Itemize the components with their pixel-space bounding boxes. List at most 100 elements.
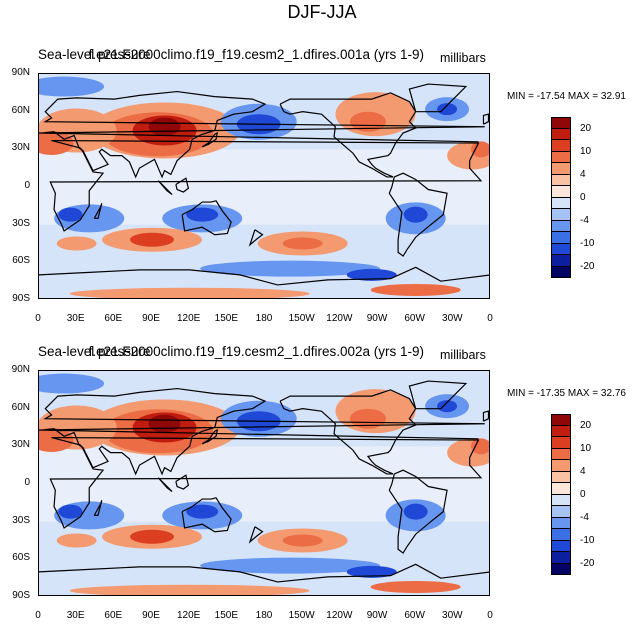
colorbar-swatch (551, 540, 571, 552)
contour-region (282, 237, 323, 250)
colorbar-swatch (551, 232, 571, 244)
case-label: f.e21.F2000climo.f19_f19.cesm2_1.dfires.… (88, 47, 424, 62)
x-tick-label: 0 (487, 313, 493, 324)
x-tick-label: 90E (142, 610, 160, 621)
contour-region (349, 111, 386, 132)
x-tick-label: 180 (255, 313, 273, 324)
contour-region (39, 373, 105, 394)
coastline (93, 500, 103, 516)
colorbar-swatch (551, 266, 571, 278)
y-tick-label: 60N (11, 104, 30, 116)
colorbar-swatch (551, 128, 571, 140)
variable-label: Sea-level pressure (38, 344, 151, 359)
colorbar-swatch (551, 117, 571, 129)
contour-region (349, 408, 386, 429)
contour-region (58, 207, 83, 222)
contour-region (186, 207, 219, 222)
colorbar-swatch (551, 563, 571, 575)
x-tick-label: 30E (66, 610, 85, 621)
units-label: millibars (440, 51, 486, 65)
colorbar-label: -10 (580, 534, 595, 546)
colorbar-swatch (551, 140, 571, 152)
colorbar-swatch (551, 460, 571, 472)
coastline (408, 83, 468, 113)
contour-region (403, 503, 428, 520)
coastline (181, 497, 232, 533)
panel-title: Sea-level pressuref.e21.F2000climo.f19_f… (38, 344, 424, 359)
coastline (388, 469, 448, 554)
x-tick-label: 60W (404, 610, 425, 621)
colorbar-label: -20 (580, 557, 595, 569)
colorbar-label: -4 (580, 511, 589, 523)
colorbar-label: 20 (580, 419, 592, 431)
contour-region (58, 504, 83, 519)
x-tick-label: 90W (366, 313, 388, 324)
coastline (408, 380, 468, 410)
colorbar-swatch (551, 552, 571, 564)
contour-region (69, 584, 310, 595)
colorbar (551, 117, 571, 278)
colorbar-swatch (551, 186, 571, 198)
x-tick-label: 150W (288, 313, 315, 324)
x-tick-label: 90E (142, 313, 160, 324)
contour-region (39, 76, 105, 97)
contour-region (56, 533, 97, 548)
y-tick-label: 30N (11, 439, 30, 451)
colorbar-swatch (551, 255, 571, 267)
colorbar-label: 10 (580, 145, 592, 157)
y-tick-label: 90S (12, 293, 30, 304)
x-tick-label: 30W (442, 610, 463, 621)
colorbar (551, 414, 571, 575)
case-label: f.e21.F2000climo.f19_f19.cesm2_1.dfires.… (88, 344, 424, 359)
colorbar-swatch (551, 174, 571, 186)
coastline (388, 172, 448, 257)
colorbar-swatch (551, 437, 571, 449)
colorbar-swatch (551, 506, 571, 518)
map-svg (39, 74, 489, 298)
colorbar-swatch (551, 414, 571, 426)
contour-region (148, 414, 181, 433)
x-tick-label: 150W (288, 610, 315, 621)
coastline (39, 563, 489, 583)
x-tick-label: 120E (176, 610, 201, 621)
colorbar-swatch (551, 529, 571, 541)
x-tick-label: 120W (326, 610, 353, 621)
contour-region (69, 287, 310, 298)
contour-region (282, 534, 323, 547)
coastline (175, 474, 190, 490)
colorbar-swatch (551, 448, 571, 460)
coastline (201, 428, 219, 445)
colorbar-label: 10 (580, 442, 592, 454)
colorbar-swatch (551, 517, 571, 529)
colorbar-label: 4 (580, 168, 586, 180)
colorbar-swatch (551, 220, 571, 232)
x-tick-label: 120E (176, 313, 201, 324)
y-tick-label: 30S (12, 514, 30, 526)
figure-title: DJF-JJA (287, 2, 357, 22)
x-tick-label: 30W (442, 313, 463, 324)
units-label: millibars (440, 348, 486, 362)
panel-bottom: Sea-level pressuref.e21.F2000climo.f19_f… (0, 344, 644, 644)
x-tick-label: 120W (326, 313, 353, 324)
x-tick-label: 60W (404, 313, 425, 324)
contour-region (370, 283, 461, 296)
coastline (39, 266, 489, 286)
panel-top: Sea-level pressuref.e21.F2000climo.f19_f… (0, 47, 644, 347)
coastline (157, 477, 173, 493)
colorbar-swatch (551, 163, 571, 175)
colorbar-swatch (551, 197, 571, 209)
coastline (49, 139, 483, 232)
colorbar-label: -10 (580, 237, 595, 249)
contour-region (130, 529, 174, 544)
y-tick-label: 60N (11, 401, 30, 413)
colorbar-swatch (551, 494, 571, 506)
y-tick-label: 90S (12, 590, 30, 601)
minmax-label: MIN = -17.35 MAX = 32.76 (507, 388, 626, 399)
colorbar-swatch (551, 483, 571, 495)
panel-title: Sea-level pressuref.e21.F2000climo.f19_f… (38, 47, 424, 62)
contour-region (470, 438, 489, 455)
coastline (482, 410, 489, 422)
contour-region (56, 236, 97, 251)
coastline (279, 92, 417, 178)
y-tick-label: 0 (24, 180, 30, 191)
